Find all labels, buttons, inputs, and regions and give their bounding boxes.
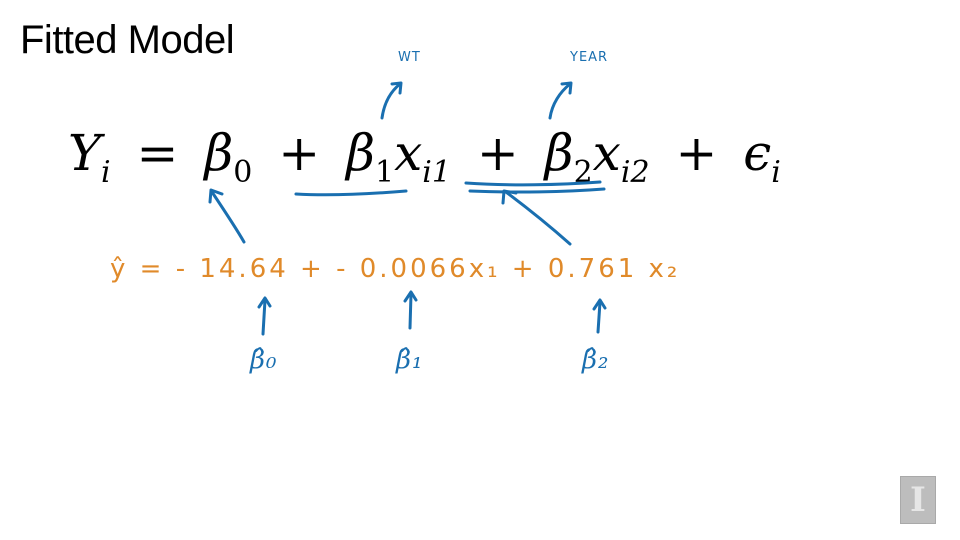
epsilon-symbol: ϵ <box>743 124 772 182</box>
university-logo: I <box>900 476 936 524</box>
beta0-hat-arrow <box>261 298 267 336</box>
logo-glyph: I <box>910 480 926 520</box>
beta1-symbol: β <box>346 124 375 182</box>
plus-sign-2: + <box>476 124 519 182</box>
epsilon-index: i <box>771 155 781 190</box>
beta1-hat-label: β̂₁ <box>396 345 424 375</box>
year-arrowhead <box>560 81 573 95</box>
beta2-index: 2 <box>573 155 593 190</box>
beta0-index: 0 <box>233 155 253 190</box>
beta1-hat-arrow <box>408 292 413 330</box>
x2-index: i2 <box>620 155 650 190</box>
x1-label-wt: WT <box>398 50 421 65</box>
beta2-term-underline-2 <box>468 187 606 194</box>
beta1-index: 1 <box>374 155 395 190</box>
wt-arrow <box>380 82 402 120</box>
beta2-hat-label: β̂₂ <box>582 345 610 375</box>
wt-arrowhead <box>390 81 403 95</box>
beta2-hat-arrowhead <box>592 298 607 311</box>
beta2-arrowhead <box>501 189 518 205</box>
year-arrow <box>548 82 572 120</box>
plus-sign-1: + <box>278 124 321 182</box>
beta2-term-underline-1 <box>464 180 602 187</box>
plus-sign-3: + <box>675 124 718 182</box>
beta0-hat-label: β̂₀ <box>250 345 278 375</box>
fitted-equation: ŷ = - 14.64 + - 0.0066x₁ + 0.761 x₂ <box>110 254 681 284</box>
equals-sign: = <box>136 124 179 182</box>
beta2-symbol: β <box>544 124 574 182</box>
beta1-hat-arrowhead <box>403 290 418 303</box>
beta0-symbol: β <box>204 124 234 182</box>
x1-symbol: x <box>394 124 423 182</box>
response-variable: Y <box>68 124 102 182</box>
x2-symbol: x <box>592 124 621 182</box>
beta0-arrow <box>210 190 246 244</box>
beta0-arrowhead <box>208 188 224 204</box>
x1-index: i1 <box>422 155 451 190</box>
x2-label-year: YEAR <box>570 50 609 65</box>
model-equation: Yi = β0 + β1xi1 + β2xi2 + ϵi <box>68 118 781 190</box>
beta1-term-underline <box>294 189 408 197</box>
beta0-hat-arrowhead <box>257 296 272 309</box>
beta2-hat-arrow <box>596 300 602 334</box>
beta2-arrow <box>504 190 572 246</box>
response-index: i <box>101 155 111 190</box>
slide-title: Fitted Model <box>20 18 235 62</box>
